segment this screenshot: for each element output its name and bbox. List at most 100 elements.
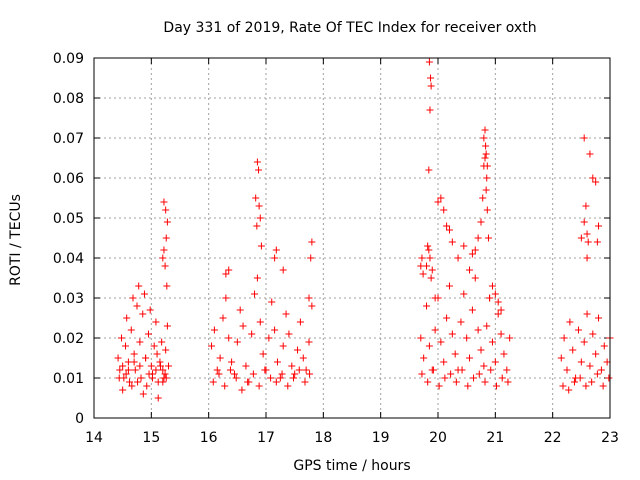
data-point — [150, 342, 158, 350]
data-point — [583, 254, 591, 262]
data-point — [118, 334, 126, 342]
data-point — [443, 222, 451, 230]
data-point — [144, 330, 152, 338]
data-point — [488, 338, 496, 346]
data-point — [129, 294, 137, 302]
y-axis-label: ROTI / TECUs — [8, 194, 24, 286]
data-point — [146, 306, 154, 314]
data-point — [273, 358, 281, 366]
data-point — [437, 194, 445, 202]
data-point — [131, 366, 139, 374]
data-point — [161, 370, 169, 378]
data-point — [305, 294, 313, 302]
data-point — [458, 366, 466, 374]
data-point — [114, 354, 122, 362]
data-point — [468, 306, 476, 314]
data-point — [159, 378, 167, 386]
data-point — [498, 374, 506, 382]
data-point — [256, 318, 264, 326]
data-point — [440, 206, 448, 214]
data-point — [435, 382, 443, 390]
data-point — [302, 366, 310, 374]
data-point — [296, 318, 304, 326]
data-point — [139, 310, 147, 318]
data-point — [424, 242, 432, 250]
data-point — [307, 254, 315, 262]
data-point — [471, 274, 479, 282]
data-point — [228, 358, 236, 366]
x-axis-label: GPS time / hours — [293, 458, 410, 474]
y-tick-label: 0.03 — [53, 291, 84, 307]
data-point — [127, 326, 135, 334]
data-point — [565, 386, 573, 394]
data-point — [423, 262, 431, 270]
data-point — [488, 282, 496, 290]
data-point — [242, 362, 250, 370]
data-point — [577, 358, 585, 366]
data-point — [145, 370, 153, 378]
data-point — [605, 374, 613, 382]
data-point — [593, 370, 601, 378]
data-point — [577, 234, 585, 242]
data-point — [157, 362, 165, 370]
x-tick-label: 22 — [544, 430, 562, 446]
data-point — [431, 326, 439, 334]
data-point — [483, 162, 491, 170]
data-point — [272, 246, 280, 254]
data-point — [592, 350, 600, 358]
grid — [94, 58, 610, 418]
data-point — [137, 374, 145, 382]
data-point — [595, 222, 603, 230]
data-point — [158, 338, 166, 346]
y-tick-label: 0.09 — [53, 51, 84, 67]
data-point — [426, 254, 434, 262]
data-point — [557, 354, 565, 362]
data-point — [272, 378, 280, 386]
data-point — [160, 198, 168, 206]
data-point — [134, 378, 142, 386]
data-point — [445, 226, 453, 234]
data-point — [434, 198, 442, 206]
x-tick-label: 17 — [257, 430, 275, 446]
data-point — [441, 374, 449, 382]
x-tick-label: 20 — [429, 430, 447, 446]
data-point — [226, 366, 234, 374]
data-point — [140, 290, 148, 298]
data-point — [589, 174, 597, 182]
data-point — [597, 366, 605, 374]
data-point — [464, 382, 472, 390]
data-point — [503, 366, 511, 374]
data-point — [251, 290, 259, 298]
chart-title: Day 331 of 2019, Rate Of TEC Index for r… — [163, 20, 536, 36]
data-point — [418, 370, 426, 378]
data-point — [253, 274, 261, 282]
data-point — [423, 302, 431, 310]
data-point — [437, 338, 445, 346]
y-tick-label: 0 — [75, 411, 84, 427]
data-point — [427, 274, 435, 282]
data-point — [491, 290, 499, 298]
y-tick-label: 0.04 — [53, 251, 84, 267]
data-point — [426, 106, 434, 114]
data-point — [282, 310, 290, 318]
data-point — [576, 374, 584, 382]
data-point — [593, 238, 601, 246]
data-point — [271, 326, 279, 334]
data-point — [595, 314, 603, 322]
data-point — [162, 374, 170, 382]
data-point — [419, 270, 427, 278]
data-point — [481, 378, 489, 386]
data-point — [255, 202, 263, 210]
data-point — [443, 314, 451, 322]
data-point — [253, 222, 261, 230]
data-point — [152, 318, 160, 326]
data-point — [122, 342, 130, 350]
y-tick-label: 0.05 — [53, 211, 84, 227]
data-point — [162, 234, 170, 242]
data-point — [563, 366, 571, 374]
data-point — [222, 270, 230, 278]
data-point — [268, 298, 276, 306]
data-point — [589, 330, 597, 338]
data-point — [308, 302, 316, 310]
data-point — [428, 266, 436, 274]
